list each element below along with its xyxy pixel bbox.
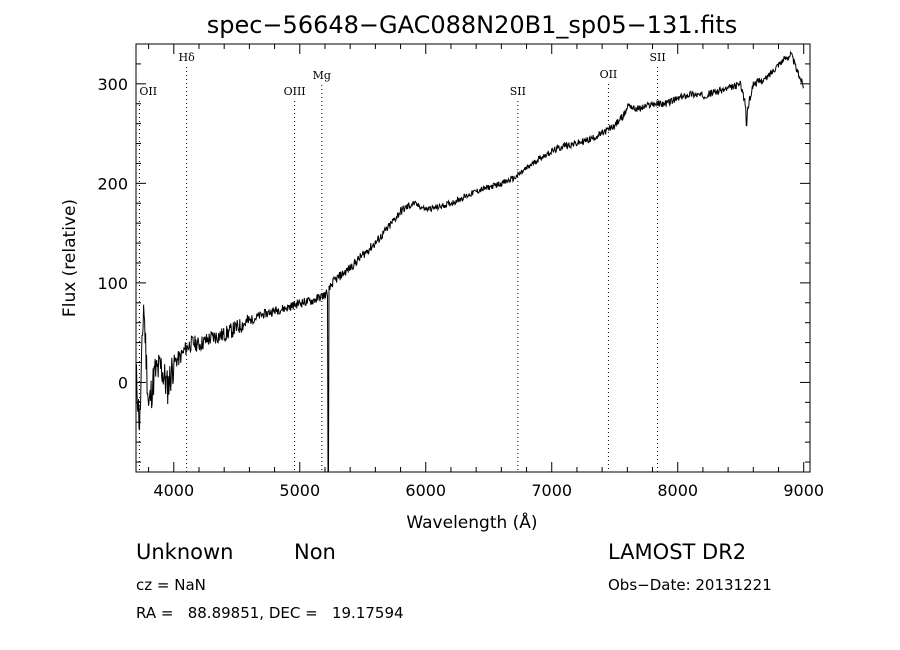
survey-name: LAMOST DR2 (608, 540, 747, 564)
y-tick-label: 100 (97, 274, 128, 293)
spectral-line-label: SII (510, 85, 526, 98)
chart-title: spec−56648−GAC088N20B1_sp05−131.fits (207, 11, 738, 39)
y-tick-label: 200 (97, 174, 128, 193)
plot-frame (135, 43, 811, 473)
redshift-cz: cz = NaN (136, 576, 206, 594)
spectral-line-label: SII (649, 51, 665, 64)
y-tick-label: 300 (97, 75, 128, 94)
x-tick-label: 5000 (279, 481, 320, 500)
flux-series-line (135, 50, 805, 473)
y-axis-label: Flux (relative) (60, 199, 80, 317)
x-tick-label: 9000 (783, 481, 824, 500)
observation-date: Obs−Date: 20131221 (608, 576, 772, 594)
spectral-line-markers: OII Hδ OIII Mg SII OII SII (138, 51, 666, 472)
object-class: Unknown (136, 540, 234, 564)
spectral-line-label: OII (139, 85, 157, 98)
axis-ticks: 4000 5000 6000 7000 8000 9000 0 100 200 300 (97, 43, 824, 500)
y-tick-label: 0 (118, 373, 128, 392)
spectral-line-label: OII (600, 68, 618, 81)
sky-coordinates: RA = 88.89851, DEC = 19.17594 (136, 604, 404, 622)
spectral-line-label: OIII (284, 85, 306, 98)
x-tick-label: 6000 (405, 481, 446, 500)
x-axis-label: Wavelength (Å) (406, 511, 537, 533)
spectral-line-label: Mg (313, 69, 331, 82)
x-tick-label: 8000 (657, 481, 698, 500)
object-subclass: Non (294, 540, 336, 564)
x-tick-label: 7000 (531, 481, 572, 500)
x-tick-label: 4000 (153, 481, 194, 500)
spectral-line-label: Hδ (179, 51, 196, 64)
